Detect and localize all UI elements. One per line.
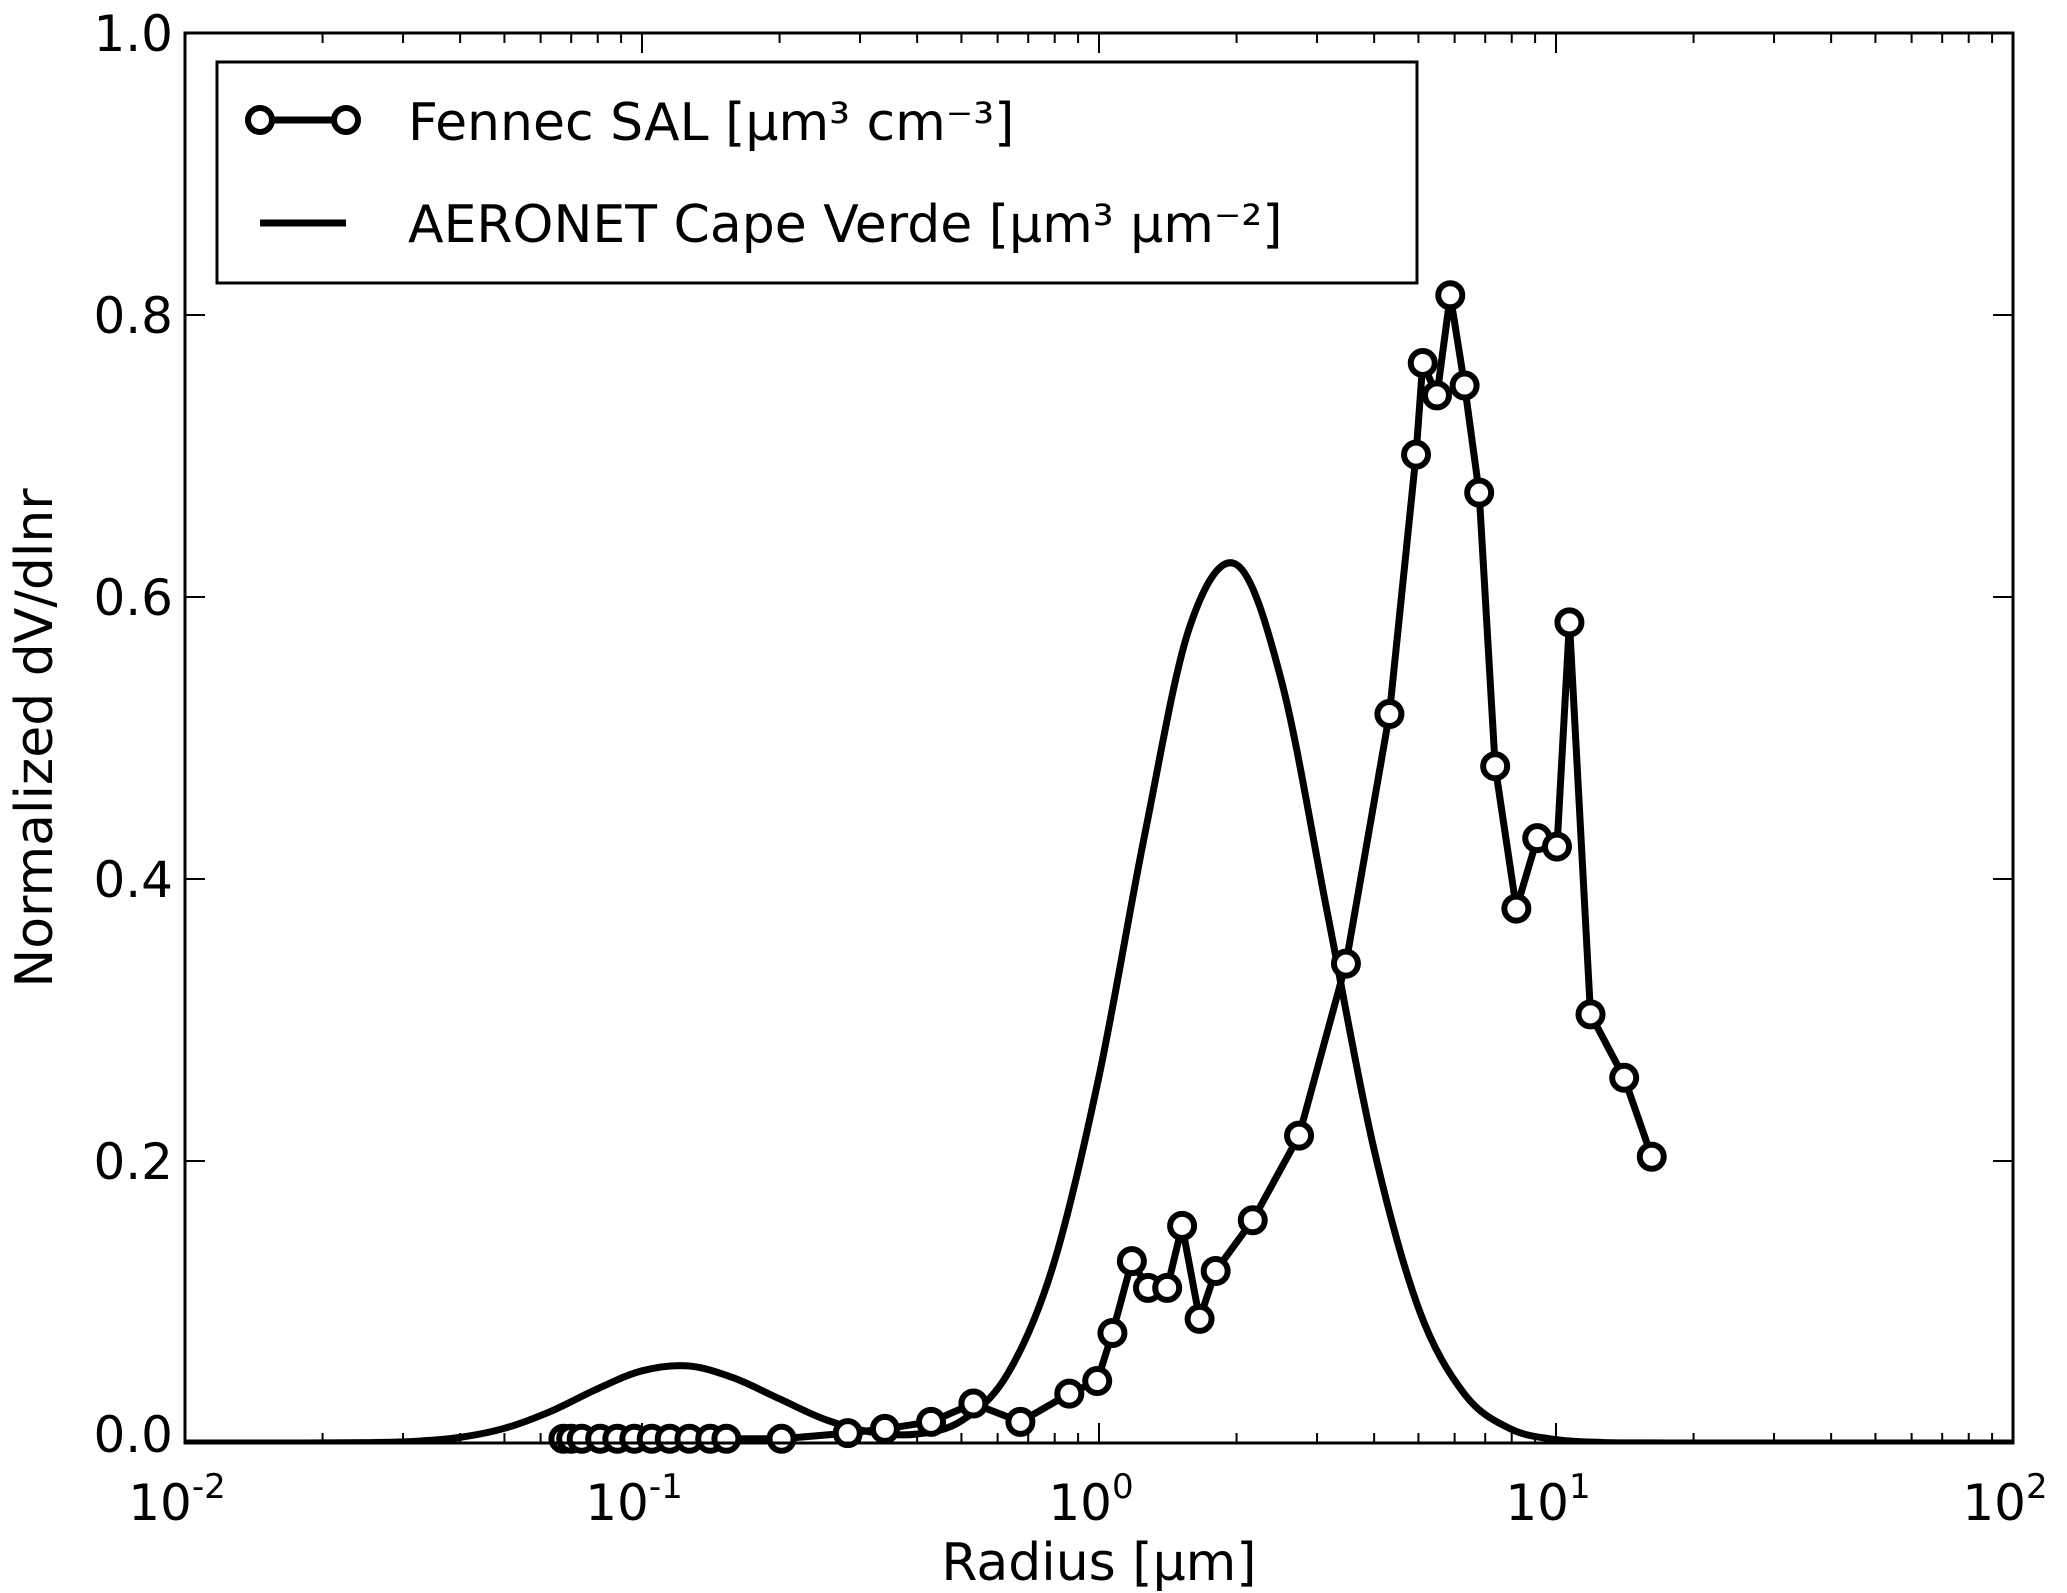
data-point-fennec: [1407, 347, 1438, 378]
x-tick-base: 10: [128, 1474, 192, 1532]
data-point-fennec: [832, 1418, 863, 1449]
plot-frame: [183, 31, 2015, 1445]
x-tick-exponent: 2: [2026, 1467, 2048, 1507]
data-point-fennec: [1609, 1062, 1640, 1093]
data-point-fennec: [1575, 999, 1606, 1030]
data-point-fennec: [1284, 1120, 1315, 1151]
series-line-aeronet: [185, 559, 2013, 1443]
x-tick-base: 10: [585, 1474, 649, 1532]
data-point-fennec: [1167, 1210, 1198, 1241]
data-point-fennec: [1082, 1365, 1113, 1396]
x-tick-label: 102: [1962, 1467, 2047, 1532]
y-tick-label: 0.8: [93, 287, 173, 345]
y-tick-label: 0.4: [93, 851, 173, 909]
data-point-fennec: [1464, 477, 1495, 508]
x-tick-exponent: 1: [1569, 1467, 1591, 1507]
data-point-fennec: [1054, 1378, 1085, 1409]
data-point-fennec: [1374, 699, 1405, 730]
x-tick-base: 10: [1505, 1474, 1569, 1532]
series-layer: [185, 280, 2013, 1454]
legend: Fennec SAL [μm³ cm⁻³] AERONET Cape Verde…: [215, 60, 1419, 285]
data-point-fennec: [711, 1423, 742, 1454]
legend-marker-fennec: [245, 105, 275, 135]
data-point-fennec: [1005, 1406, 1036, 1437]
y-tick-label: 0.0: [93, 1406, 173, 1464]
legend-marker-fennec: [331, 105, 361, 135]
data-point-fennec: [766, 1423, 797, 1454]
data-point-fennec: [1097, 1318, 1128, 1349]
data-point-fennec: [1421, 380, 1452, 411]
data-point-fennec: [916, 1406, 947, 1437]
data-point-fennec: [1330, 948, 1361, 979]
x-tick-exponent: -2: [192, 1467, 226, 1507]
y-tick-label: 1.0: [93, 5, 173, 63]
x-tick-base: 10: [1962, 1474, 2026, 1532]
data-point-fennec: [1435, 280, 1466, 311]
data-point-fennec: [1237, 1205, 1268, 1236]
data-point-fennec: [1116, 1246, 1147, 1277]
y-tick-label: 0.2: [93, 1133, 173, 1191]
legend-symbol-fennec: [245, 105, 361, 135]
legend-label-aeronet: AERONET Cape Verde [μm³ μm⁻²]: [408, 195, 1282, 255]
legend-label-fennec: Fennec SAL [μm³ cm⁻³]: [408, 93, 1014, 153]
data-point-fennec: [1449, 370, 1480, 401]
data-point-fennec: [1401, 439, 1432, 470]
data-point-fennec: [869, 1413, 900, 1444]
y-axis-label: Normalized dV/dlnr: [5, 488, 65, 988]
x-axis-label: Radius [μm]: [941, 1533, 1256, 1593]
data-point-fennec: [958, 1388, 989, 1419]
x-tick-label: 10-1: [585, 1467, 683, 1532]
x-tick-label: 10-2: [128, 1467, 226, 1532]
y-tick-label: 0.6: [93, 569, 173, 627]
data-point-fennec: [1541, 831, 1572, 862]
data-point-fennec: [1184, 1303, 1215, 1334]
data-point-fennec: [1152, 1272, 1183, 1303]
legend-frame: [215, 60, 1419, 285]
data-point-fennec: [1480, 751, 1511, 782]
x-tick-exponent: 0: [1112, 1467, 1134, 1507]
x-tick-label: 100: [1048, 1467, 1133, 1532]
data-point-fennec: [1636, 1141, 1667, 1172]
data-point-fennec: [1501, 893, 1532, 924]
series-line-fennec: [563, 291, 1656, 1443]
x-tick-label: 101: [1505, 1467, 1590, 1532]
x-tick-exponent: -1: [649, 1467, 683, 1507]
x-tick-base: 10: [1048, 1474, 1112, 1532]
data-point-fennec: [1200, 1255, 1231, 1286]
data-point-fennec: [1554, 607, 1585, 638]
